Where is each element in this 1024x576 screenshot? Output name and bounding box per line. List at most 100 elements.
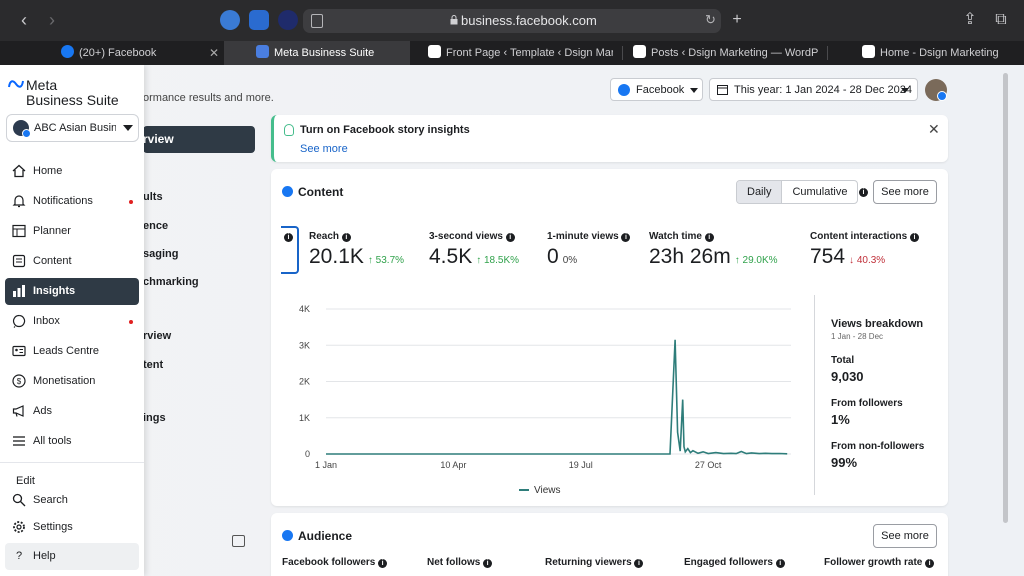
home-icon	[12, 164, 26, 178]
info-icon[interactable]: i	[910, 233, 920, 242]
metric-content-interactions[interactable]: Content interactions i 754 ↓ 40.3%	[810, 231, 920, 269]
meta-favicon-icon	[256, 45, 269, 58]
info-icon[interactable]: i	[925, 559, 935, 568]
info-icon[interactable]: i	[634, 559, 644, 568]
audience-metric[interactable]: Net follows i	[427, 557, 493, 568]
tab-meta-business-suite[interactable]: Meta Business Suite	[224, 41, 410, 65]
audience-metric-label: Follower growth rate	[824, 557, 923, 568]
sidebar-item-settings[interactable]: Settings	[5, 514, 139, 541]
page-scrollbar[interactable]	[1003, 73, 1008, 523]
back-icon[interactable]: ‹	[21, 10, 27, 30]
sidebar-item-notifications[interactable]: Notifications	[5, 188, 139, 215]
breakdown-non-followers: From non-followers 99%	[831, 441, 924, 470]
sidebar-item-leads-centre[interactable]: Leads Centre	[5, 338, 139, 365]
info-icon[interactable]: i	[284, 233, 293, 242]
insights-nav-results[interactable]: ults	[143, 191, 163, 203]
menu-icon	[13, 436, 25, 446]
extension-moon-icon[interactable]	[278, 10, 298, 30]
sidebar-item-monetisation[interactable]: $ Monetisation	[5, 368, 139, 395]
metric-value: 754	[810, 245, 846, 268]
cumulative-toggle[interactable]: Cumulative	[792, 186, 848, 198]
metric-scroll-left[interactable]	[281, 226, 299, 274]
sidebar-edit-link[interactable]: Edit	[16, 475, 35, 487]
insights-nav-overview[interactable]: rview	[143, 126, 255, 153]
audience-metric-label: Facebook followers	[282, 557, 376, 568]
new-tab-icon[interactable]: +	[732, 11, 742, 28]
tab-label: (20+) Facebook	[79, 47, 157, 59]
dsign-favicon-icon	[633, 45, 646, 58]
info-icon[interactable]: i	[704, 233, 714, 242]
insights-nav-messaging[interactable]: saging	[143, 248, 179, 260]
insights-nav-settings[interactable]: ings	[143, 412, 166, 424]
collapse-panel-icon[interactable]	[232, 535, 245, 547]
sidebar-item-help[interactable]: ? Help	[5, 543, 139, 570]
extension-compass-icon[interactable]	[220, 10, 240, 30]
insights-nav-content[interactable]: tent	[143, 359, 164, 371]
sidebar-item-planner[interactable]: Planner	[5, 218, 139, 245]
info-icon[interactable]: i	[378, 559, 388, 568]
share-icon[interactable]: ⇪	[963, 11, 977, 28]
metric-3-second-views[interactable]: 3-second views i 4.5K ↑ 18.5K%	[429, 231, 519, 269]
info-icon[interactable]: i	[505, 233, 515, 242]
content-card: Content Daily Cumulative i See more i Rea…	[271, 169, 948, 506]
close-icon[interactable]: ✕	[928, 121, 940, 137]
sidebar-item-all-tools[interactable]: All tools	[5, 428, 139, 455]
tab-home-dsign[interactable]: Home - Dsign Marketing	[862, 41, 1012, 65]
sidebar-item-label: Ads	[33, 405, 52, 417]
info-icon[interactable]: i	[483, 559, 493, 568]
metric-watch-time[interactable]: Watch time i 23h 26m ↑ 29.0K%	[649, 231, 778, 269]
metric-1-minute-views[interactable]: 1-minute views i 0 0%	[547, 231, 631, 269]
reader-icon[interactable]	[311, 14, 323, 28]
metric-value: 23h 26m	[649, 245, 731, 268]
help-icon: ?	[15, 550, 23, 562]
sidebar-item-home[interactable]: Home	[5, 158, 139, 185]
facebook-icon	[282, 530, 293, 541]
url-text: business.facebook.com	[461, 13, 597, 28]
address-bar[interactable]: business.facebook.com ↻	[303, 9, 721, 33]
audience-title: Audience	[298, 529, 353, 543]
facebook-icon	[618, 84, 630, 96]
account-switcher[interactable]: ABC Asian Busin...	[6, 114, 139, 142]
sidebar-item-label: Inbox	[33, 315, 60, 327]
audience-metric[interactable]: Follower growth rate i	[824, 557, 935, 568]
planner-icon	[12, 224, 26, 238]
tab-facebook[interactable]: (20+) Facebook	[61, 41, 206, 65]
insights-nav-content-overview[interactable]: rview	[143, 330, 172, 342]
sidebar-item-content[interactable]: Content	[5, 248, 139, 275]
sidebar-item-inbox[interactable]: Inbox	[5, 308, 139, 335]
tab-overview-icon[interactable]: ⧉	[995, 11, 1007, 28]
metric-reach[interactable]: Reach i 20.1K ↑ 53.7%	[309, 231, 404, 269]
sidebar-item-search[interactable]: Search	[5, 487, 139, 514]
forward-icon[interactable]: ›	[49, 10, 55, 30]
sidebar-item-label: Leads Centre	[33, 345, 100, 357]
daily-toggle[interactable]: Daily	[737, 181, 783, 203]
sidebar-item-ads[interactable]: Ads	[5, 398, 139, 425]
tip-see-more-link[interactable]: See more	[300, 143, 348, 155]
y-tick-label: 3K	[299, 340, 310, 350]
platform-selector[interactable]: Facebook	[610, 78, 703, 101]
audience-metric[interactable]: Engaged followers i	[684, 557, 785, 568]
chevron-down-icon	[901, 88, 909, 93]
insights-nav-audience[interactable]: ence	[143, 220, 169, 232]
audience-metric-label: Returning viewers	[545, 557, 632, 568]
reload-icon[interactable]: ↻	[705, 12, 716, 27]
logo-text: Business Suite	[26, 92, 119, 108]
audience-metric[interactable]: Facebook followers i	[282, 557, 388, 568]
sidebar-item-insights[interactable]: Insights	[5, 278, 139, 305]
info-icon[interactable]: i	[859, 188, 868, 197]
date-range-selector[interactable]: This year: 1 Jan 2024 - 28 Dec 2024	[709, 78, 918, 101]
audience-metric[interactable]: Returning viewers i	[545, 557, 644, 568]
extension-hand-icon[interactable]	[249, 10, 269, 30]
close-tab-icon[interactable]: ✕	[209, 46, 220, 60]
audience-see-more-button[interactable]: See more	[873, 524, 937, 548]
leads-icon	[12, 345, 26, 357]
content-see-more-button[interactable]: See more	[873, 180, 937, 204]
tab-posts[interactable]: Posts ‹ Dsign Marketing — WordPress	[633, 41, 818, 65]
metric-change: ↑ 18.5K%	[476, 255, 520, 266]
breakdown-followers: From followers 1%	[831, 398, 903, 427]
tab-front-page[interactable]: Front Page ‹ Template ‹ Dsign Marketi...	[428, 41, 613, 65]
insights-nav-benchmarking[interactable]: chmarking	[143, 276, 199, 288]
info-icon[interactable]: i	[341, 233, 351, 242]
info-icon[interactable]: i	[621, 233, 631, 242]
info-icon[interactable]: i	[775, 559, 785, 568]
